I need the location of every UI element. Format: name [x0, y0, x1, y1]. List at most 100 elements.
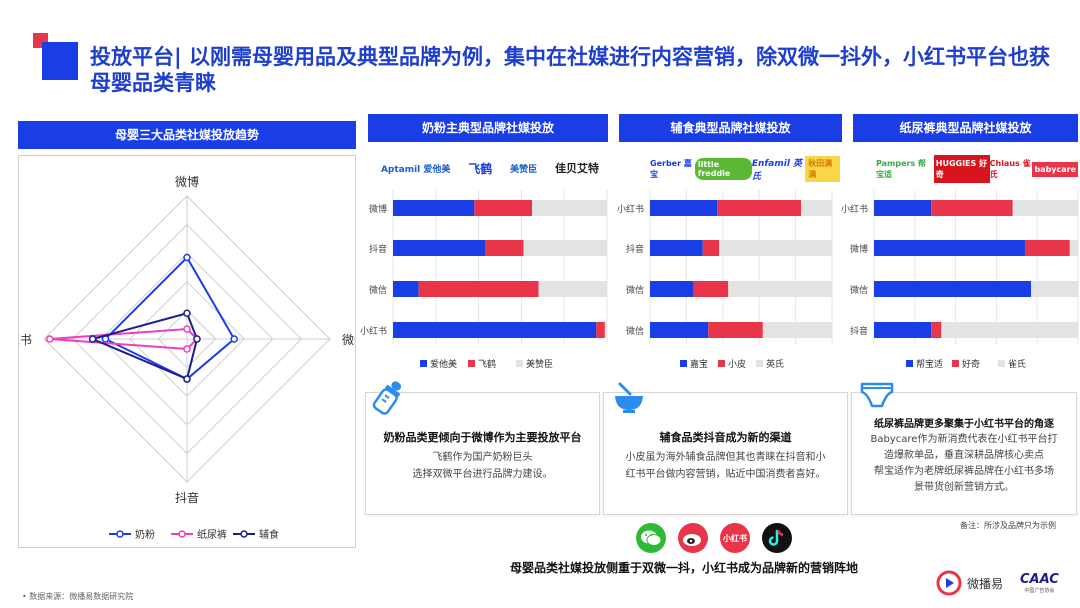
bar-segment [728, 281, 832, 297]
radar-axis-label: 小红书 [19, 332, 32, 347]
panel-header-diaper: 纸尿裤典型品牌社媒投放 [853, 114, 1078, 142]
bar-category-label: 微信 [626, 284, 644, 296]
bottom-summary: 母婴品类社媒投放侧重于双微一抖，小红书成为品牌新的营销阵地 [510, 561, 859, 575]
bar-category-label: 微博 [369, 203, 387, 215]
insight-title-food: 辅食品类抖音成为新的渠道 [659, 431, 792, 444]
radar-legend-marker [178, 530, 186, 538]
bar-segment [931, 322, 942, 338]
bar-legend-swatch [906, 360, 913, 367]
radar-point [183, 345, 191, 353]
bar-category-label: 抖音 [626, 243, 644, 255]
bar-segment [650, 240, 703, 256]
radar-point [183, 309, 191, 318]
bar-legend-label: 英氏 [766, 358, 784, 370]
panel-header-milk: 奶粉主典型品牌社媒投放 [368, 114, 608, 142]
bar-legend-label: 帮宝适 [916, 358, 943, 370]
bar-segment [719, 240, 832, 256]
bar-segment [702, 240, 720, 256]
insight-box-food: 辅食品类抖音成为新的渠道 小皮虽为海外辅食品牌但其也青睐在抖音和小 红书平台做内… [603, 392, 848, 515]
bar-legend-swatch [998, 360, 1005, 367]
brand-logo-pampers: Pampers 帮宝适 [876, 159, 927, 179]
bar-legend-label: 爱他美 [430, 358, 457, 370]
radar-legend-label: 辅食 [259, 528, 279, 541]
bar-segment [1012, 200, 1078, 216]
bar-segment [1024, 240, 1070, 256]
brand-logo-chiaus: Chiaus 雀氏 [989, 159, 1031, 179]
bar-segment [650, 281, 694, 297]
bar-segment [393, 200, 475, 216]
bar-segment [717, 200, 802, 216]
bar-legend-swatch [718, 360, 725, 367]
bar-segment [708, 322, 763, 338]
bar-category-label: 抖音 [369, 243, 387, 255]
bar-segment [1069, 240, 1078, 256]
panel-header-food: 辅食典型品牌社媒投放 [619, 114, 842, 142]
bar-category-label: 微信 [850, 284, 868, 296]
bar-segment [874, 322, 932, 338]
brand-logo-huggies: HUGGIES 好奇 [933, 155, 990, 183]
bar-legend-swatch [952, 360, 959, 367]
radar-point [88, 335, 97, 343]
insight-body-diaper-1: Babycare作为新消费代表在小红书平台打 [870, 434, 1058, 445]
insight-body-food-1: 小皮虽为海外辅食品牌但其也青睐在抖音和小 [625, 452, 826, 463]
bar-segment [874, 200, 932, 216]
radar-legend-label: 纸尿裤 [197, 528, 227, 541]
baby-bottle-icon [372, 378, 406, 422]
radar-point [183, 253, 191, 262]
bar-category-label: 微博 [850, 243, 868, 255]
bar-category-label: 微信 [626, 325, 644, 337]
caac-logo-text: CAAC [1020, 572, 1059, 587]
brand-logo-babycare: babycare [1032, 161, 1079, 177]
bar-legend-label: 飞鹤 [478, 358, 496, 370]
insight-title-milk: 奶粉品类更倾向于微博作为主要投放平台 [383, 431, 582, 444]
insight-body-milk-1: 飞鹤作为国产奶粉巨头 [432, 452, 533, 463]
title-accent-blue [42, 42, 78, 80]
bar-segment [532, 200, 607, 216]
caac-logo: CAAC 中国广告协会 [1020, 572, 1059, 594]
insight-body-diaper-3: 帮宝适作为老牌纸尿裤品牌在小红书多场 [874, 466, 1054, 477]
radar-header: 母婴三大品类社媒投放趋势 [18, 121, 356, 149]
bar-legend-swatch [516, 360, 523, 367]
bar-category-label: 小红书 [841, 203, 868, 215]
radar-legend-label: 奶粉 [135, 528, 155, 541]
brand-logo-gerber: Gerber 嘉宝 [650, 159, 692, 179]
douyin-icon [762, 523, 792, 553]
wechat-icon [636, 523, 666, 553]
bar-legend-swatch [420, 360, 427, 367]
source-text: • 数据来源：微播易数据研究院 [22, 592, 134, 601]
brand-logo-littlefreddie: little freddie [694, 158, 752, 180]
radar-axis-label: 微博 [175, 174, 199, 189]
brand-logo-kabrita: 佳贝艾特 [555, 162, 600, 175]
social-icons: 小红书 [636, 523, 792, 553]
radar-point [45, 335, 54, 343]
bar-segment [801, 200, 832, 216]
bar-legend-label: 小皮 [728, 358, 746, 370]
brand-logos-milk: Aptamil 爱他美 飞鹤 美赞臣 佳贝艾特 [372, 150, 608, 186]
source-label: 数据来源：微播易数据研究院 [29, 592, 134, 601]
weiboyi-logo: 微播易 [936, 570, 1003, 596]
bar-segment [1031, 281, 1078, 297]
bar-segment [393, 322, 597, 338]
caac-logo-sub: 中国广告协会 [1024, 588, 1055, 594]
brand-logo-meadjohnson: 美赞臣 [510, 164, 538, 175]
brand-logos-diaper: Pampers 帮宝适 HUGGIES 好奇 Chiaus 雀氏 babycar… [876, 151, 1079, 187]
bar-segment [474, 200, 533, 216]
diaper-icon [860, 380, 894, 414]
bar-legend-swatch [756, 360, 763, 367]
weibo-icon [678, 523, 708, 553]
insight-title-diaper: 纸尿裤品牌更多聚集于小红书平台的角逐 [874, 419, 1054, 430]
bar-legend-label: 好奇 [962, 358, 980, 370]
bar-segment [931, 200, 1013, 216]
radar-legend-marker [116, 530, 124, 538]
insight-body-diaper-2: 造爆款单品，垂直深耕品牌核心卖点 [884, 450, 1044, 461]
bar-segment [485, 240, 524, 256]
bar-legend-label: 雀氏 [1008, 358, 1026, 370]
radar-axis-label: 抖音 [175, 490, 199, 505]
bar-segment [523, 240, 607, 256]
radar-point [183, 325, 191, 333]
radar-point [183, 375, 191, 383]
bar-segment [538, 281, 607, 297]
